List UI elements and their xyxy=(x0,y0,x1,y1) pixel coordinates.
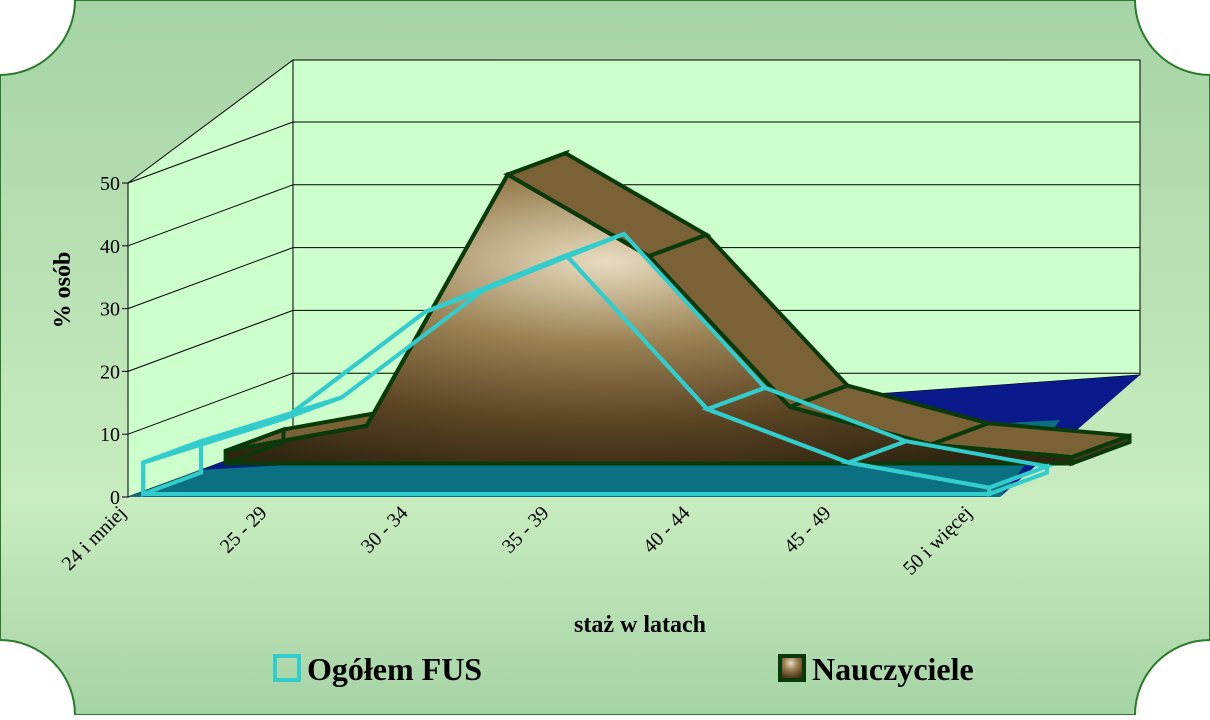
area-line xyxy=(142,252,990,490)
y-tick-label: 10 xyxy=(100,424,120,446)
grid-line xyxy=(127,309,294,372)
y-axis-title: % osób xyxy=(50,252,76,329)
y-tick-label: 20 xyxy=(100,361,120,383)
grid-line xyxy=(127,372,294,435)
legend: Nauczyciele Ogółem FUS xyxy=(273,651,974,687)
legend-swatch xyxy=(273,654,301,682)
legend-swatch xyxy=(778,654,806,682)
legend-label: Nauczyciele xyxy=(812,651,974,687)
legend-label: Ogółem FUS xyxy=(307,651,482,687)
grid-line xyxy=(127,247,294,310)
y-tick-label: 30 xyxy=(100,299,120,321)
y-tick-label: 0 xyxy=(110,487,120,509)
x-axis-title: staż w latach xyxy=(574,612,706,638)
area-side xyxy=(223,426,286,467)
grid-line xyxy=(127,121,294,184)
y-tick-label: 40 xyxy=(100,236,120,258)
area-side xyxy=(141,438,203,497)
y-tick-label: 50 xyxy=(100,173,120,195)
grid-line xyxy=(127,184,294,247)
